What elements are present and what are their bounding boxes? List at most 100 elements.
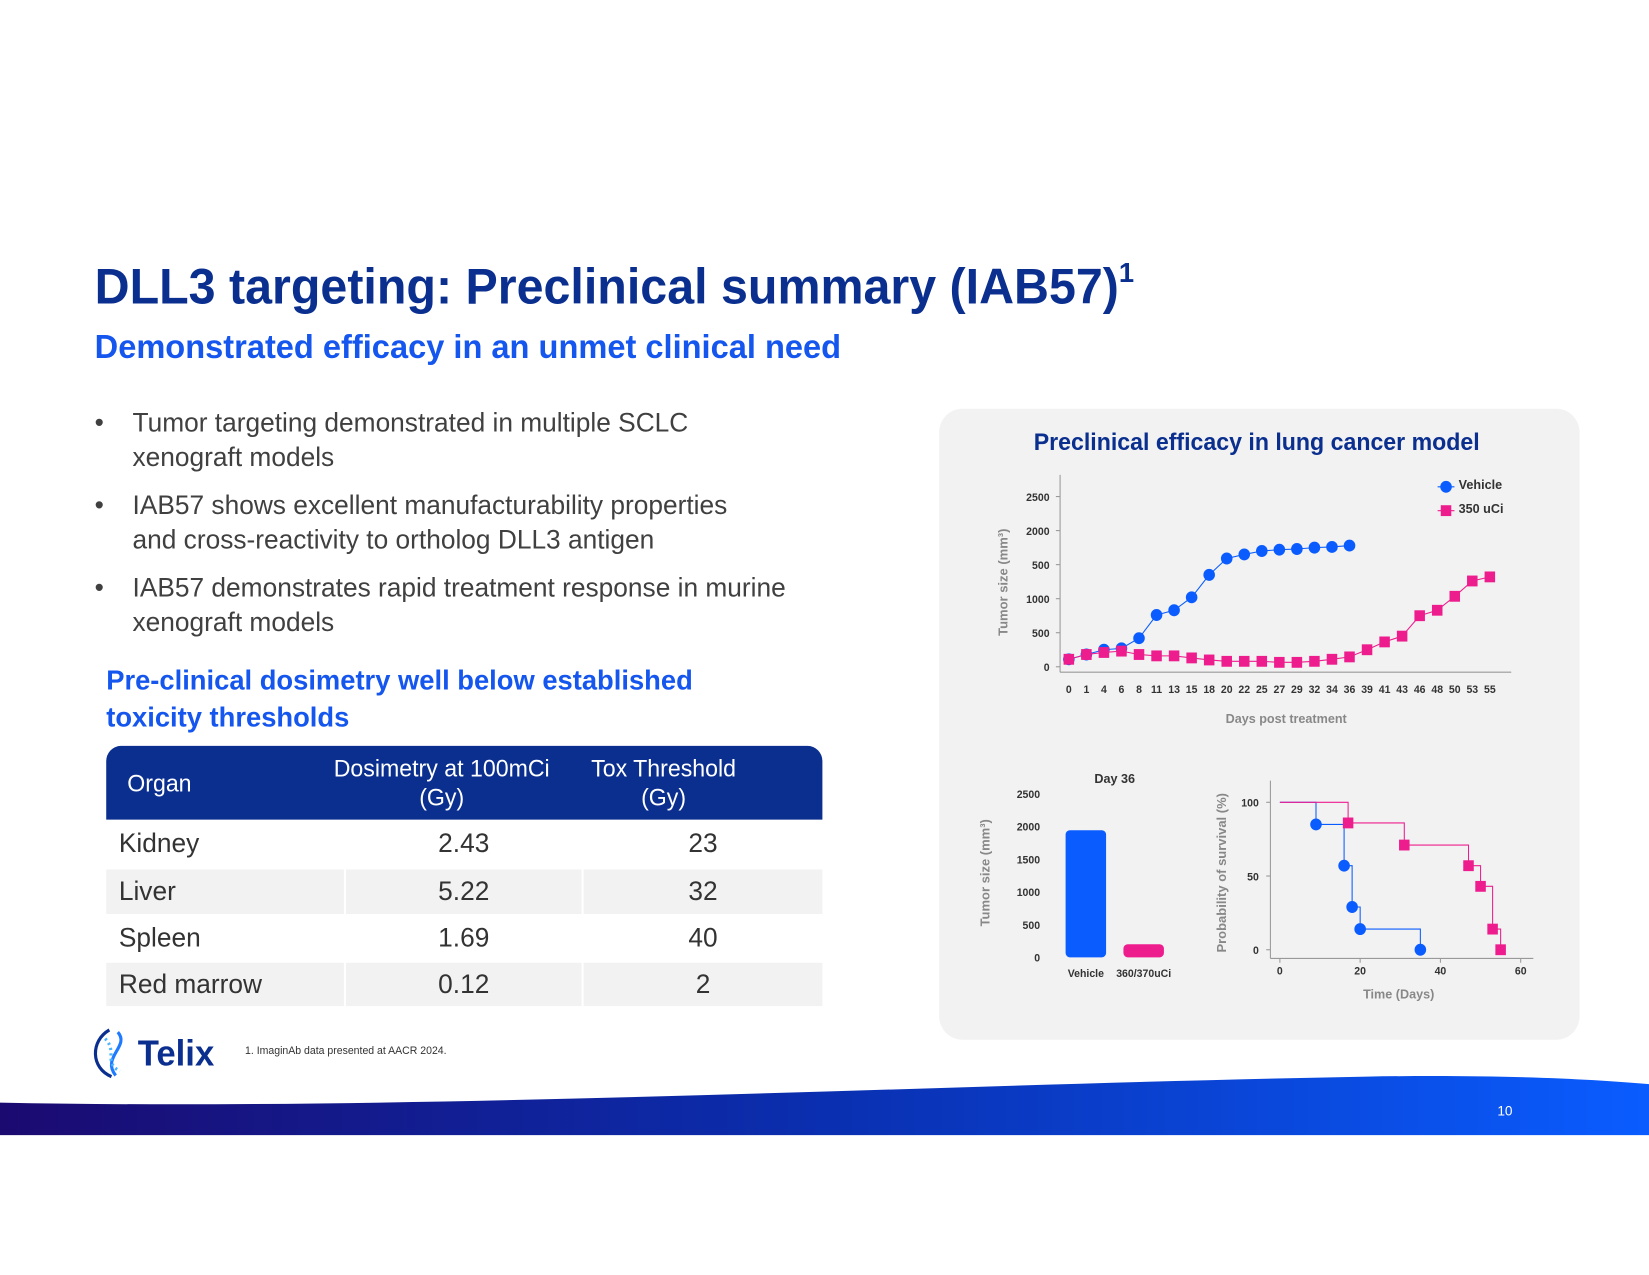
bullet-text: IAB57 shows excellent manufacturability … bbox=[133, 488, 728, 557]
x-tick-label: 40 bbox=[1435, 966, 1447, 978]
marker bbox=[1379, 636, 1390, 648]
table-cell: Red marrow bbox=[106, 962, 344, 1007]
x-axis-label: Days post treatment bbox=[1226, 711, 1348, 726]
marker bbox=[1396, 630, 1408, 642]
y-tick-label: 500 bbox=[1023, 920, 1041, 932]
header-line: Dosimetry at 100mCi bbox=[333, 754, 550, 782]
x-tick-label: 53 bbox=[1466, 684, 1478, 696]
marker bbox=[1116, 645, 1127, 657]
bullet-line: IAB57 shows excellent manufacturability … bbox=[132, 490, 728, 521]
x-tick-label: 39 bbox=[1361, 684, 1373, 696]
marker bbox=[1326, 540, 1338, 553]
heading-line: toxicity thresholds bbox=[106, 700, 350, 733]
marker bbox=[1203, 568, 1215, 581]
footnote: 1. ImaginAb data presented at AACR 2024. bbox=[245, 1045, 447, 1057]
y-tick-label: 1000 bbox=[1026, 594, 1049, 606]
y-tick-label: 2000 bbox=[1026, 526, 1049, 538]
marker bbox=[1326, 653, 1338, 665]
marker bbox=[1449, 590, 1461, 602]
header-line: Tox Threshold bbox=[591, 754, 737, 782]
table-header-bg bbox=[106, 745, 823, 820]
marker bbox=[1309, 655, 1320, 667]
header-line: (Gy) bbox=[419, 783, 465, 811]
marker bbox=[1150, 609, 1163, 621]
logo-text: Telix bbox=[138, 1034, 215, 1074]
marker bbox=[1342, 817, 1354, 829]
y-tick-label: 0 bbox=[1034, 953, 1040, 965]
marker bbox=[1081, 649, 1092, 660]
panel-title: Preclinical efficacy in lung cancer mode… bbox=[1034, 429, 1480, 455]
marker bbox=[1221, 655, 1232, 667]
bullet-text: IAB57 demonstrates rapid treatment respo… bbox=[133, 570, 786, 639]
marker bbox=[1238, 548, 1251, 561]
x-tick-label: 34 bbox=[1326, 684, 1338, 696]
marker bbox=[1185, 591, 1198, 604]
chart-title: Day 36 bbox=[1094, 771, 1135, 786]
marker bbox=[1239, 655, 1250, 667]
logo-icon bbox=[93, 1028, 123, 1079]
marker bbox=[1475, 880, 1486, 892]
title: DLL3 targeting: Preclinical summary (IAB… bbox=[95, 256, 1134, 316]
x-tick-label: 29 bbox=[1291, 684, 1303, 696]
x-axis-label: Time (Days) bbox=[1363, 986, 1434, 1001]
y-tick-label: 1500 bbox=[1017, 854, 1040, 866]
y-axis-label: Tumor size (mm³) bbox=[978, 819, 993, 926]
marker bbox=[1168, 604, 1180, 617]
marker bbox=[1463, 860, 1474, 872]
y-tick-label: 0 bbox=[1253, 945, 1259, 957]
marker bbox=[1343, 539, 1356, 552]
bullet-text: Tumor targeting demonstrated in multiple… bbox=[133, 405, 689, 474]
y-tick-label: 2500 bbox=[1026, 492, 1049, 504]
x-tick-label: 48 bbox=[1431, 684, 1443, 696]
marker bbox=[1487, 923, 1498, 935]
x-tick-label: 43 bbox=[1396, 684, 1408, 696]
survival-curve bbox=[1279, 801, 1421, 950]
marker bbox=[1484, 571, 1496, 583]
marker bbox=[1256, 545, 1268, 557]
table-cell: 2.43 bbox=[345, 820, 582, 868]
marker bbox=[1431, 604, 1443, 616]
bullet-line: xenograft models bbox=[132, 442, 335, 473]
marker bbox=[1308, 541, 1321, 554]
table-cell: 1.69 bbox=[345, 916, 582, 961]
table-cell: 5.22 bbox=[345, 869, 582, 914]
marker bbox=[1063, 653, 1075, 665]
x-tick-label: 8 bbox=[1136, 684, 1142, 696]
legend-label: 350 uCi bbox=[1459, 501, 1504, 516]
x-tick-label: 0 bbox=[1277, 966, 1283, 978]
table-cell: Liver bbox=[106, 869, 344, 914]
marker bbox=[1291, 543, 1303, 555]
y-tick-label: 50 bbox=[1247, 871, 1259, 883]
bullet-line: IAB57 demonstrates rapid treatment respo… bbox=[132, 572, 786, 603]
marker bbox=[1203, 654, 1215, 666]
bullet-line: and cross-reactivity to ortholog DLL3 an… bbox=[132, 524, 655, 556]
marker bbox=[1133, 632, 1145, 645]
table-heading: Pre-clinical dosimetry well below establ… bbox=[106, 661, 693, 735]
table-cell: 0.12 bbox=[345, 962, 582, 1007]
x-tick-label: 46 bbox=[1414, 684, 1426, 696]
marker bbox=[1344, 651, 1355, 663]
x-tick-label: 4 bbox=[1101, 684, 1107, 696]
marker bbox=[1467, 575, 1478, 587]
x-tick-label: 55 bbox=[1484, 684, 1496, 696]
marker bbox=[1310, 818, 1322, 831]
marker bbox=[1338, 859, 1350, 872]
y-tick-label: 100 bbox=[1241, 797, 1259, 809]
x-tick-label: 1 bbox=[1083, 684, 1089, 696]
bullet-dot: • bbox=[94, 490, 104, 521]
x-tick-label: 15 bbox=[1186, 684, 1198, 696]
marker bbox=[1186, 652, 1197, 664]
bullet-line: xenograft models bbox=[132, 607, 335, 638]
table-cell: Spleen bbox=[106, 916, 344, 961]
x-tick-label: 20 bbox=[1221, 684, 1233, 696]
y-tick-label: 2000 bbox=[1017, 822, 1040, 834]
y-tick-label: 500 bbox=[1032, 560, 1050, 572]
subtitle: Demonstrated efficacy in an unmet clinic… bbox=[94, 327, 842, 366]
page-number: 10 bbox=[1497, 1102, 1512, 1118]
x-tick-label: Vehicle bbox=[1068, 968, 1104, 980]
y-tick-label: 2500 bbox=[1017, 789, 1040, 801]
table-cell: 40 bbox=[583, 916, 823, 961]
header-line: Organ bbox=[127, 769, 192, 797]
marker bbox=[1274, 656, 1285, 668]
marker bbox=[1273, 543, 1286, 556]
